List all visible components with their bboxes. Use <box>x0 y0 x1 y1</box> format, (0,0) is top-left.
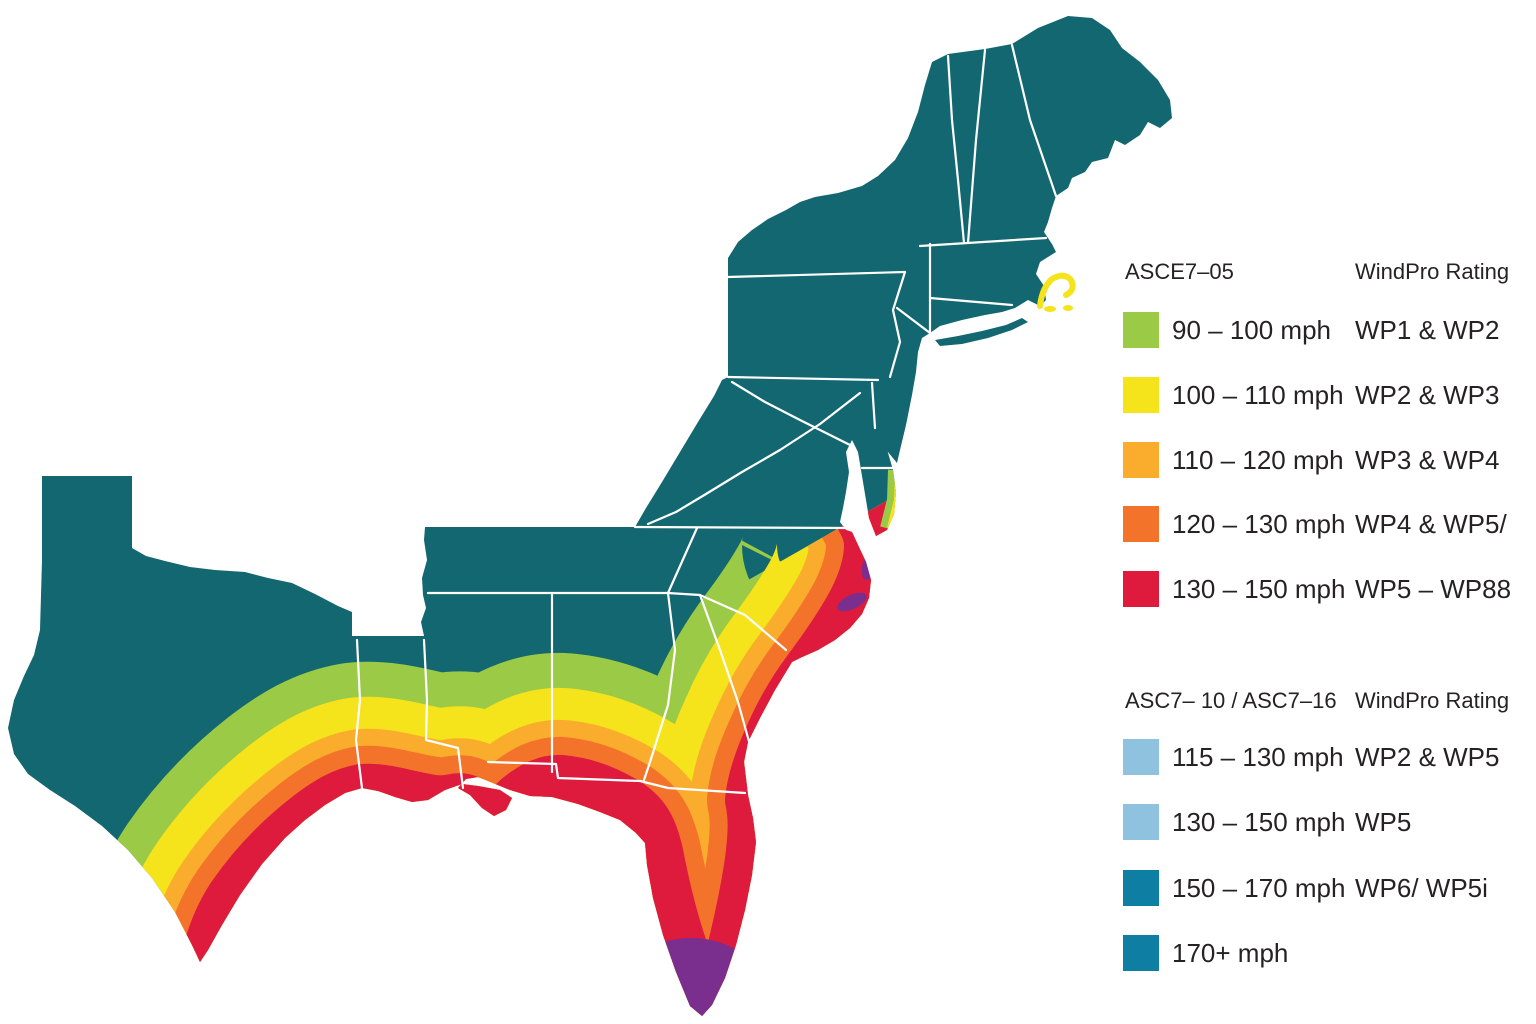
border-tn-nc <box>666 526 699 595</box>
rating-label: WP6/ WP5i <box>1355 873 1488 903</box>
swatch-orange <box>1123 506 1159 542</box>
border-ny-vt <box>946 54 966 245</box>
swatch-yellow <box>1123 377 1159 413</box>
swatch-light-blue <box>1123 804 1159 840</box>
border-ny-nj <box>895 306 932 335</box>
rating-label: WP4 & WP5/ <box>1355 509 1507 539</box>
border-fl-north <box>486 760 747 795</box>
legend-row: 100 – 110 mph WP2 & WP3 <box>1123 375 1523 415</box>
legend-code-header-2: ASC7– 10 / ASC7–16 <box>1125 688 1337 713</box>
border-nc-ga <box>666 591 702 597</box>
border-md-de <box>870 381 877 430</box>
range-label: 170+ mph <box>1172 938 1289 968</box>
state-borders <box>354 43 1058 795</box>
legend-rating-header-1: WindPro Rating <box>1355 259 1510 284</box>
rating-label: WP3 & WP4 <box>1355 445 1500 475</box>
rating-label: WP2 & WP5 <box>1355 742 1500 772</box>
range-label: 130 – 150 mph <box>1172 807 1346 837</box>
cape-cod-yellow-zone <box>1037 272 1076 312</box>
swatch-dark-blue <box>1123 935 1159 971</box>
border-nc-sc <box>698 593 788 652</box>
south-florida-purple-zone <box>636 938 752 1016</box>
legend-row: 90 – 100 mph WP1 & WP2 <box>1123 310 1523 350</box>
swatch-green <box>1123 312 1159 348</box>
range-label: 100 – 110 mph <box>1172 380 1344 410</box>
border-tx-la <box>354 638 364 790</box>
swatch-light-blue <box>1123 739 1159 775</box>
legend-row: 115 – 130 mph WP2 & WP5 <box>1123 737 1523 777</box>
outer-banks-purple-zone <box>837 592 867 612</box>
marthas-vineyard-island <box>1044 306 1056 312</box>
legend-code-header-1: ASCE7–05 <box>1125 259 1234 284</box>
legend-row: 130 – 150 mph WP5 – WP88 <box>1123 569 1523 609</box>
border-vt-nh <box>966 48 987 245</box>
border-la-ms <box>422 638 465 790</box>
border-pa-ny <box>726 270 907 279</box>
legend-row: 110 – 120 mph WP3 & WP4 <box>1123 440 1523 480</box>
border-ma-south <box>928 296 1014 307</box>
legend-rating-header-2: WindPro Rating <box>1355 688 1510 713</box>
rating-label: WP1 & WP2 <box>1355 315 1500 345</box>
range-label: 120 – 130 mph <box>1172 509 1346 539</box>
swatch-red <box>1123 571 1159 607</box>
border-al-ga <box>642 591 677 782</box>
range-label: 150 – 170 mph <box>1172 873 1346 903</box>
swatch-dark-blue <box>1123 870 1159 906</box>
legend-row: 170+ mph <box>1123 933 1523 973</box>
rating-label: WP2 & WP3 <box>1355 380 1500 410</box>
legend-row: 150 – 170 mph WP6/ WP5i <box>1123 868 1523 908</box>
border-potomac <box>730 380 854 448</box>
rating-label: WP5 – WP88 <box>1355 574 1512 604</box>
border-pa-md <box>726 375 880 382</box>
cape-cod-hook <box>1037 272 1076 309</box>
legend: ASCE7–05 WindPro Rating 90 – 100 mph WP1… <box>1123 0 1523 1024</box>
range-label: 115 – 130 mph <box>1172 742 1344 772</box>
range-label: 110 – 120 mph <box>1172 445 1344 475</box>
delmarva-green-sliver <box>880 469 900 530</box>
border-ma-north <box>918 236 1048 248</box>
border-va-nc <box>633 525 850 530</box>
swatch-amber <box>1123 442 1159 478</box>
range-label: 130 – 150 mph <box>1172 574 1346 604</box>
range-label: 90 – 100 mph <box>1172 315 1332 345</box>
border-nh-me <box>1010 43 1058 198</box>
legend-row: 120 – 130 mph WP4 & WP5/ <box>1123 504 1523 544</box>
rating-label: WP5 <box>1355 807 1412 837</box>
nantucket-island <box>1063 305 1073 311</box>
legend-row: 130 – 150 mph WP5 <box>1123 802 1523 842</box>
border-pa-nj <box>888 270 907 379</box>
border-wv-va <box>646 391 862 526</box>
border-ga-sc <box>698 593 752 767</box>
